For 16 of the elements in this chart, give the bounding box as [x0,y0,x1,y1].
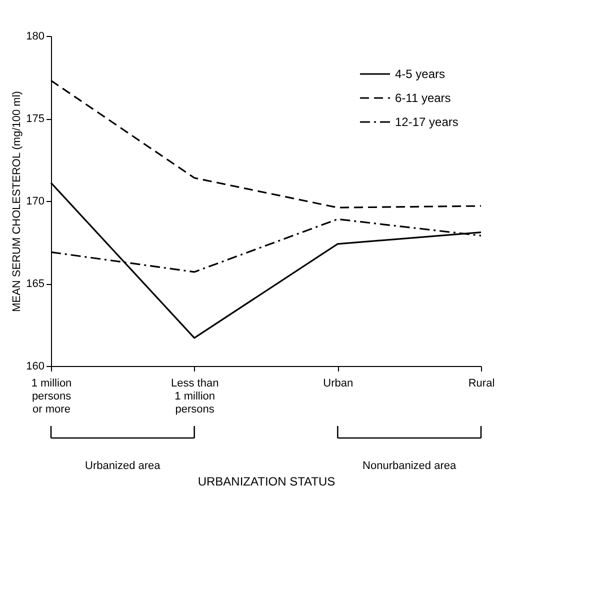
legend-label: 4-5 years [395,67,446,81]
x-tick-label: Urban [323,378,354,390]
x-tick-label: 1 million persons or more [31,378,72,416]
y-tick-label: 160 [26,360,44,372]
x-axis-title: URBANIZATION STATUS [198,474,336,488]
y-tick-label: 170 [26,196,44,208]
y-tick-label: 175 [26,113,44,125]
legend-label: 12-17 years [395,115,458,129]
x-tick-label: Less than 1 million persons [170,378,219,416]
y-axis-title: MEAN SERUM CHOLESTEROL (mg/100 ml) [11,91,24,312]
text: Urbanized area [85,460,162,472]
y-tick-label: 180 [26,30,44,42]
x-tick-label: Rural [468,378,495,390]
legend-label: 6-11 years [395,91,451,105]
y-tick-label: 165 [26,278,44,290]
text: Nonurbanized area [362,460,457,472]
